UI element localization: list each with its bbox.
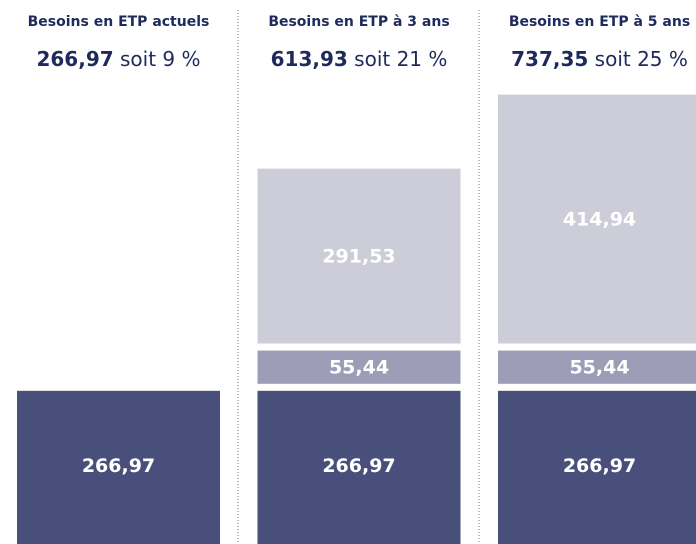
segment-label: 266,97 <box>322 455 395 477</box>
column-title: Besoins en ETP actuels <box>28 14 210 30</box>
bar-segment <box>498 350 696 384</box>
bar-segment <box>257 390 461 544</box>
segment-label: 414,94 <box>563 209 636 231</box>
segment-label: 55,44 <box>329 357 389 379</box>
bar-segment <box>257 350 461 384</box>
bar-segment <box>498 390 696 544</box>
share-value: soit 25 % <box>595 47 688 71</box>
segment-label: 266,97 <box>563 455 636 477</box>
share-value: soit 9 % <box>120 47 201 71</box>
segment-label: 266,97 <box>82 455 155 477</box>
column-title: Besoins en ETP à 3 ans <box>268 14 449 30</box>
total-value: 613,93 <box>271 47 348 71</box>
bar-segment <box>17 390 220 544</box>
column-total: 613,93 soit 21 % <box>271 47 448 71</box>
column-total: 266,97 soit 9 % <box>36 47 200 71</box>
total-value: 266,97 <box>36 47 113 71</box>
total-value: 737,35 <box>511 47 588 71</box>
share-value: soit 21 % <box>354 47 447 71</box>
column-total: 737,35 soit 25 % <box>511 47 688 71</box>
segment-label: 55,44 <box>569 357 629 379</box>
bar-segment <box>498 94 696 344</box>
bar-segment <box>257 168 461 344</box>
segment-label: 291,53 <box>322 246 395 268</box>
column-title: Besoins en ETP à 5 ans <box>509 14 690 30</box>
